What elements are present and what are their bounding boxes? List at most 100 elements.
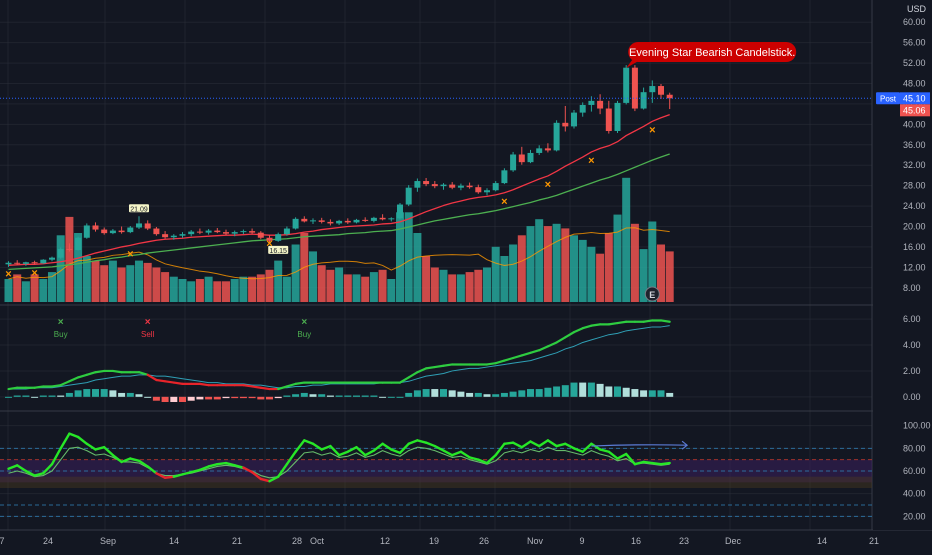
- macd-line-segment: [146, 373, 158, 382]
- volume-bar: [630, 223, 639, 302]
- candle: [518, 146, 525, 165]
- y-tick-label: 56.00: [903, 38, 926, 48]
- volume-bar: [30, 274, 39, 302]
- volume-bar: [274, 260, 283, 302]
- candle-body: [57, 248, 64, 258]
- candle: [318, 217, 325, 224]
- macd-histogram-bar: [492, 394, 500, 397]
- candle-body: [92, 225, 99, 230]
- rsi-line-segment: [590, 442, 602, 451]
- volume-bar: [282, 276, 291, 302]
- candle-body: [649, 86, 656, 93]
- macd-line-segment: [285, 382, 297, 388]
- ma-cross-marker: ×: [501, 196, 507, 208]
- volume-bar: [248, 276, 257, 302]
- candle: [92, 222, 99, 232]
- candle-body: [170, 235, 177, 238]
- candle: [196, 228, 203, 235]
- volume-bar: [195, 279, 204, 302]
- macd-line-segment: [259, 386, 271, 391]
- candle: [266, 235, 273, 243]
- rsi-line-segment: [503, 441, 515, 445]
- candle-body: [310, 220, 316, 222]
- macd-histogram-bar: [440, 389, 447, 397]
- macd-histogram-bar: [509, 391, 517, 397]
- x-tick-label: 7: [0, 536, 5, 546]
- candle: [283, 226, 290, 236]
- volume-bar: [239, 276, 248, 302]
- earnings-event-marker: E: [644, 286, 660, 302]
- candle: [353, 218, 360, 224]
- y-tick-label: 52.00: [903, 58, 926, 68]
- candle-body: [510, 154, 517, 171]
- macd-histogram-bar: [283, 395, 291, 397]
- rsi-line-segment: [407, 439, 419, 445]
- x-tick-label: Dec: [725, 536, 742, 546]
- rsi-line-segment: [546, 439, 558, 448]
- macd-histogram-bar: [614, 386, 621, 397]
- y-tick-label: 36.00: [903, 140, 926, 150]
- candle: [188, 230, 195, 237]
- macd-histogram-bar: [466, 392, 474, 397]
- candle-body: [640, 92, 647, 109]
- candle: [144, 220, 151, 231]
- volume-bar: [143, 262, 152, 302]
- candle-body: [5, 262, 12, 265]
- rsi-line-segment: [607, 450, 619, 460]
- volume-bar: [222, 281, 230, 302]
- price-scale-bg: [873, 0, 932, 530]
- candle: [205, 229, 212, 235]
- rsi-line-segment: [651, 461, 663, 466]
- candle: [344, 218, 351, 224]
- candle-body: [588, 100, 595, 105]
- candle-body: [179, 234, 186, 236]
- rsi-line-segment: [102, 446, 115, 457]
- macd-histogram-bar: [213, 396, 221, 400]
- macd-histogram-bar: [553, 386, 561, 397]
- candle: [275, 232, 282, 242]
- macd-histogram-bar: [326, 395, 334, 397]
- volume-bar: [552, 223, 561, 302]
- rsi-line-segment: [625, 452, 637, 466]
- rsi-line-segment: [181, 470, 193, 476]
- candle-body: [22, 262, 29, 264]
- macd-histogram-bar: [144, 396, 152, 398]
- macd-line-segment: [137, 371, 149, 376]
- macd-histogram-bar: [118, 392, 126, 397]
- candles: [5, 65, 673, 267]
- candle-body: [614, 102, 621, 131]
- volume-bar: [543, 226, 552, 302]
- candle: [179, 232, 186, 238]
- candle-body: [214, 230, 221, 233]
- rsi-line-segment: [633, 460, 645, 466]
- candle-body: [301, 218, 308, 222]
- x-tick-label: 12: [380, 536, 390, 546]
- candle: [640, 87, 647, 110]
- x-tick-label: 28: [292, 536, 302, 546]
- rsi-line-segment: [85, 442, 97, 451]
- y-tick-label: 32.00: [903, 160, 926, 170]
- volume-bar: [291, 244, 300, 302]
- macd-line-segment: [642, 319, 654, 323]
- candle: [240, 229, 247, 235]
- x-tick-label: 26: [479, 536, 489, 546]
- candle: [40, 259, 47, 264]
- rsi-projection-arrow: [591, 440, 689, 450]
- macd-histogram-bar: [561, 385, 569, 397]
- macd-histogram-bar: [135, 394, 143, 397]
- candle: [397, 203, 403, 220]
- volume-bar: [169, 276, 178, 302]
- volume-bar: [178, 279, 187, 302]
- macd-histogram-bar: [57, 395, 65, 397]
- macd-histogram-bar: [335, 395, 343, 397]
- macd-histogram-bar: [31, 396, 39, 398]
- macd-histogram-bar: [179, 396, 186, 402]
- candle-body: [457, 185, 464, 188]
- rsi-line-segment: [520, 440, 532, 449]
- macd-signal-line: [8, 325, 670, 390]
- rsi-line-segment: [381, 442, 393, 451]
- rsi-line-segment: [137, 459, 149, 468]
- macd-line-segment: [590, 323, 602, 327]
